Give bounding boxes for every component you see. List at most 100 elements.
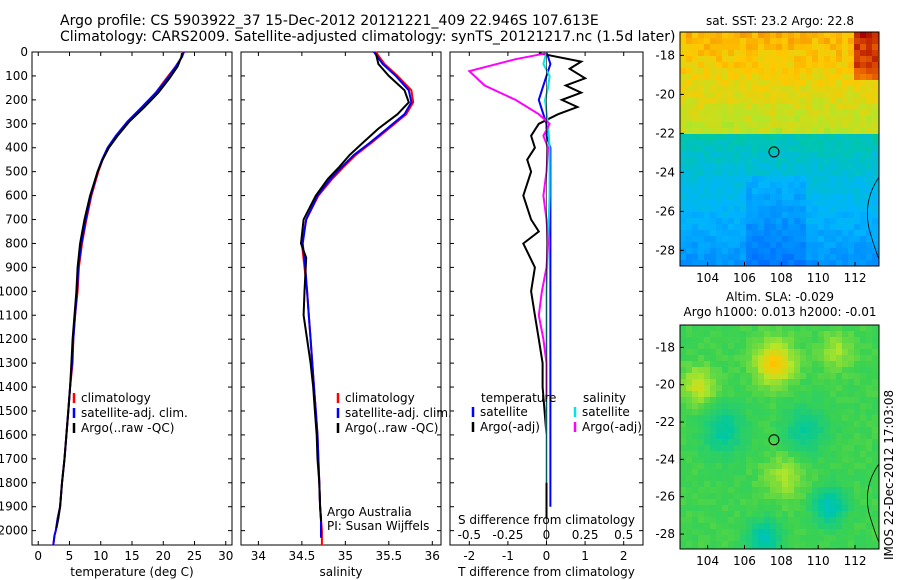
map-cell xyxy=(812,487,818,493)
map-cell xyxy=(728,367,734,373)
map-cell xyxy=(872,517,878,523)
map-cell xyxy=(710,224,716,230)
map-cell xyxy=(872,355,878,361)
map-cell xyxy=(710,176,716,182)
map-cell xyxy=(806,32,812,38)
map-cell xyxy=(716,433,722,439)
map-cell xyxy=(734,373,740,379)
map-cell xyxy=(836,206,842,212)
map-cell xyxy=(794,236,800,242)
map-cell xyxy=(692,158,698,164)
map-cell xyxy=(746,535,752,541)
map-cell xyxy=(854,242,860,248)
map-cell xyxy=(818,188,824,194)
map-cell xyxy=(722,403,728,409)
map-cell xyxy=(722,355,728,361)
map-cell xyxy=(800,367,806,373)
map-cell xyxy=(842,325,848,331)
map-cell xyxy=(800,493,806,499)
map-cell xyxy=(830,260,836,266)
map-cell xyxy=(830,206,836,212)
map-cell xyxy=(764,529,770,535)
map-cell xyxy=(800,361,806,367)
map-cell xyxy=(842,62,848,68)
map-cell xyxy=(782,421,788,427)
map-cell xyxy=(764,236,770,242)
map-cell xyxy=(722,379,728,385)
map-cell xyxy=(692,248,698,254)
map-cell xyxy=(692,535,698,541)
map-cell xyxy=(818,475,824,481)
map-cell xyxy=(794,463,800,469)
map-cell xyxy=(680,176,686,182)
map-cell xyxy=(848,433,854,439)
map-cell xyxy=(680,194,686,200)
map-cell xyxy=(860,487,866,493)
map-cell xyxy=(704,206,710,212)
map-cell xyxy=(776,140,782,146)
map-cell xyxy=(782,140,788,146)
map-cell xyxy=(776,110,782,116)
map-cell xyxy=(842,451,848,457)
map-cell xyxy=(812,325,818,331)
map-cell xyxy=(800,86,806,92)
map-cell xyxy=(704,128,710,134)
map-cell xyxy=(860,32,866,38)
map-cell xyxy=(704,379,710,385)
map-cell xyxy=(734,248,740,254)
map-cell xyxy=(692,50,698,56)
map-cell xyxy=(866,367,872,373)
map-cell xyxy=(770,505,776,511)
map-cell xyxy=(734,224,740,230)
map-cell xyxy=(764,50,770,56)
map-cell xyxy=(734,122,740,128)
map-cell xyxy=(746,188,752,194)
map-cell xyxy=(848,367,854,373)
map-cell xyxy=(860,367,866,373)
map-cell xyxy=(692,188,698,194)
map-cell xyxy=(866,170,872,176)
map-cell xyxy=(848,409,854,415)
map-cell xyxy=(842,499,848,505)
map-cell xyxy=(764,421,770,427)
map-cell xyxy=(788,433,794,439)
map-cell xyxy=(836,170,842,176)
map-cell xyxy=(716,170,722,176)
map-cell xyxy=(836,367,842,373)
map-cell xyxy=(776,218,782,224)
map-cell xyxy=(686,433,692,439)
map-cell xyxy=(686,541,692,547)
map-cell xyxy=(782,194,788,200)
map-cell xyxy=(710,248,716,254)
map-cell xyxy=(794,541,800,547)
map-cell xyxy=(698,32,704,38)
map-cell xyxy=(848,427,854,433)
map-cell xyxy=(764,146,770,152)
map-cell xyxy=(854,373,860,379)
lon-tick-label: 112 xyxy=(844,271,867,285)
map-cell xyxy=(866,463,872,469)
map-cell xyxy=(758,517,764,523)
map-cell xyxy=(812,92,818,98)
map-cell xyxy=(794,403,800,409)
map-cell xyxy=(698,535,704,541)
map-cell xyxy=(698,176,704,182)
map-cell xyxy=(752,361,758,367)
map-cell xyxy=(872,427,878,433)
map-cell xyxy=(704,74,710,80)
map-cell xyxy=(830,110,836,116)
map-cell xyxy=(740,92,746,98)
map-cell xyxy=(830,541,836,547)
map-cell xyxy=(866,361,872,367)
map-cell xyxy=(812,122,818,128)
map-cell xyxy=(860,80,866,86)
map-cell xyxy=(698,170,704,176)
map-cell xyxy=(764,415,770,421)
map-cell xyxy=(782,325,788,331)
map-cell xyxy=(806,463,812,469)
map-cell xyxy=(758,236,764,242)
map-cell xyxy=(722,242,728,248)
map-cell xyxy=(752,80,758,86)
map-cell xyxy=(794,128,800,134)
map-cell xyxy=(698,50,704,56)
